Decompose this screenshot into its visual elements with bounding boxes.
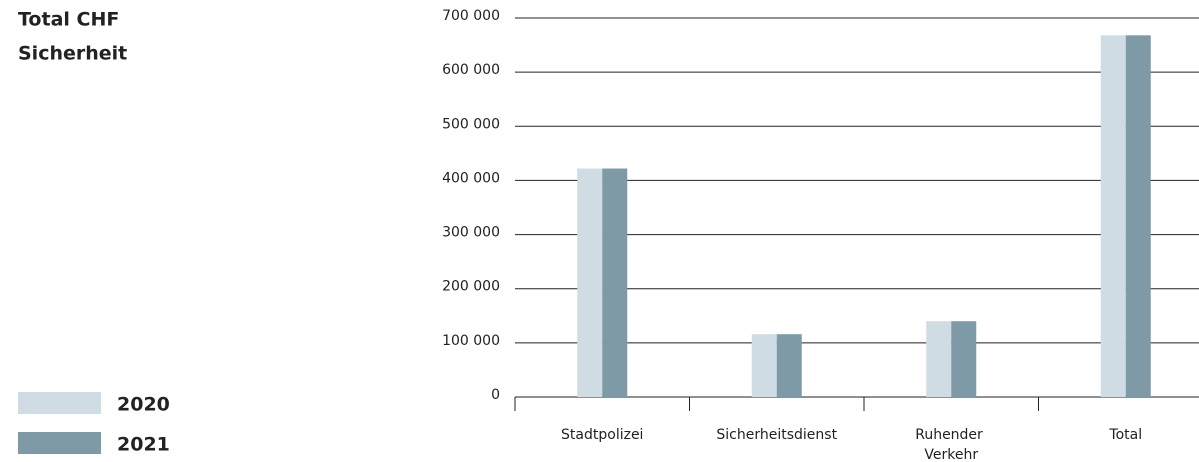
y-tick-label: 200 000 bbox=[442, 279, 500, 295]
bar bbox=[577, 168, 603, 397]
bar bbox=[1125, 35, 1151, 397]
bar bbox=[751, 334, 777, 397]
x-tick-label: Total bbox=[1108, 427, 1142, 443]
legend-label: 2020 bbox=[117, 394, 170, 416]
y-tick-label: 100 000 bbox=[442, 333, 500, 349]
y-tick-label: 300 000 bbox=[442, 225, 500, 241]
legend-label: 2021 bbox=[117, 434, 170, 456]
y-tick-label: 500 000 bbox=[442, 116, 500, 132]
x-tick-label: Stadtpolizei bbox=[561, 427, 643, 443]
y-tick-label: 400 000 bbox=[442, 170, 500, 186]
chart-title: Total CHF bbox=[18, 9, 119, 31]
bar bbox=[602, 168, 628, 397]
x-tick-label: Sicherheitsdienst bbox=[716, 427, 837, 443]
y-tick-label: 600 000 bbox=[442, 62, 500, 78]
bar bbox=[1100, 35, 1126, 397]
bar bbox=[951, 321, 977, 397]
y-tick-label: 0 bbox=[491, 387, 500, 403]
chart-title: Sicherheit bbox=[18, 43, 127, 65]
x-tick-label: Ruhender Verkehr bbox=[915, 427, 987, 462]
y-tick-label: 700 000 bbox=[442, 8, 500, 24]
legend-swatch bbox=[18, 392, 101, 414]
bar bbox=[776, 334, 802, 397]
bar bbox=[926, 321, 952, 397]
legend-swatch bbox=[18, 432, 101, 454]
